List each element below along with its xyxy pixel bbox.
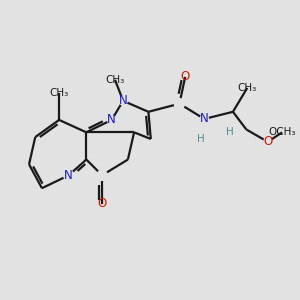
Text: CH₃: CH₃ bbox=[50, 88, 69, 98]
Text: H: H bbox=[226, 127, 233, 137]
Text: N: N bbox=[119, 94, 128, 107]
Text: N: N bbox=[200, 112, 209, 125]
Text: H: H bbox=[197, 134, 205, 144]
Text: O: O bbox=[181, 70, 190, 83]
Text: O: O bbox=[263, 135, 272, 148]
Text: CH₃: CH₃ bbox=[105, 75, 124, 85]
Text: N: N bbox=[64, 169, 73, 182]
Text: O: O bbox=[98, 197, 107, 211]
Text: CH₃: CH₃ bbox=[238, 83, 257, 93]
Text: OCH₃: OCH₃ bbox=[268, 127, 296, 137]
Text: N: N bbox=[107, 113, 116, 126]
